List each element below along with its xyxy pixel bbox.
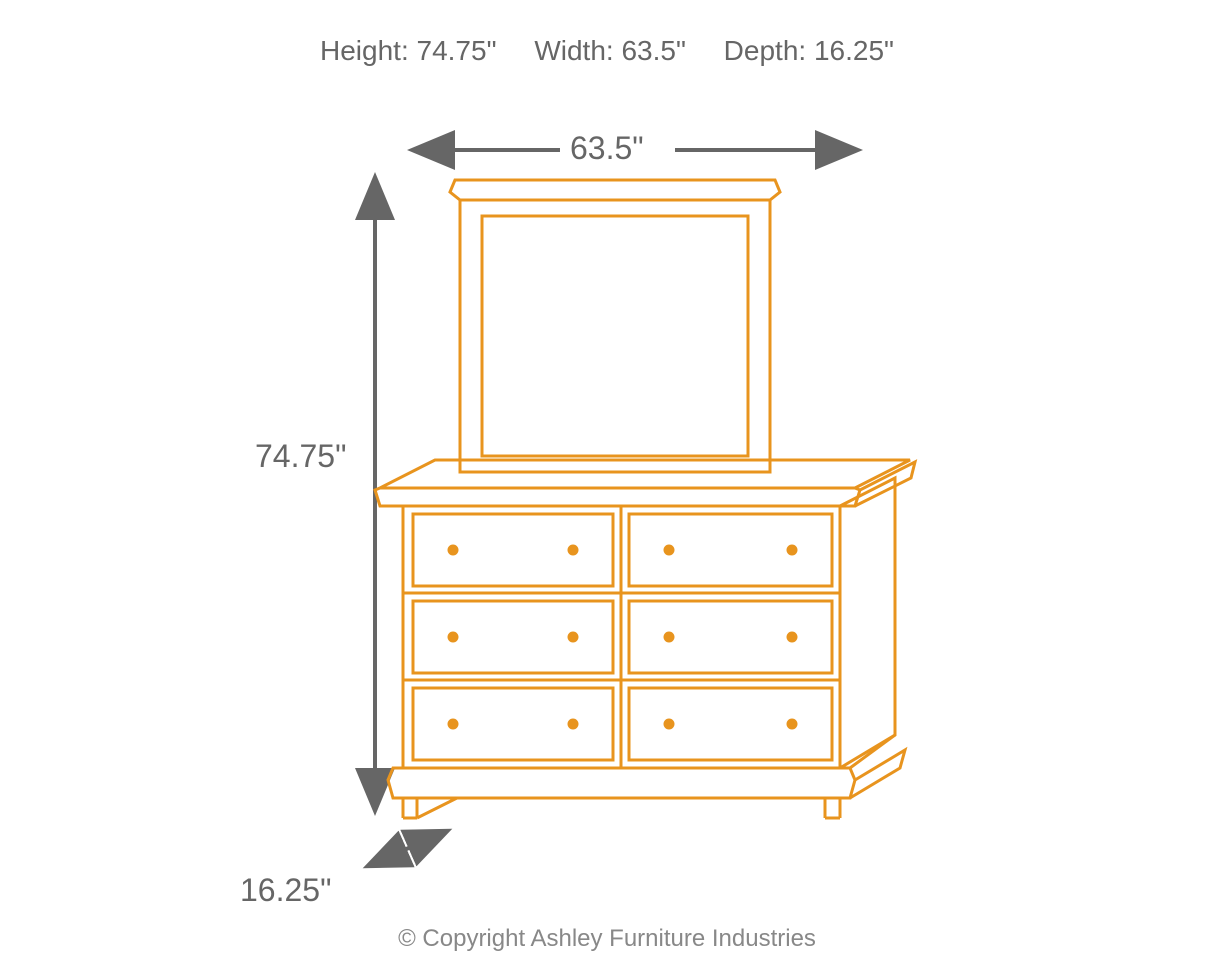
width-label: 63.5" [570, 130, 644, 167]
header-height: Height: 74.75" [320, 35, 497, 66]
header-width: Width: 63.5" [534, 35, 686, 66]
mirror [450, 180, 780, 472]
header-dimensions: Height: 74.75" Width: 63.5" Depth: 16.25… [0, 35, 1214, 67]
height-label: 74.75" [255, 438, 346, 475]
depth-label: 16.25" [240, 872, 331, 909]
copyright-text: © Copyright Ashley Furniture Industries [0, 925, 1214, 953]
furniture-diagram [155, 120, 1055, 920]
diagram-container: 63.5" 74.75" 16.25" [155, 120, 1055, 900]
depth-dimension-arrow [370, 832, 445, 865]
dresser [375, 460, 915, 818]
header-depth: Depth: 16.25" [724, 35, 894, 66]
